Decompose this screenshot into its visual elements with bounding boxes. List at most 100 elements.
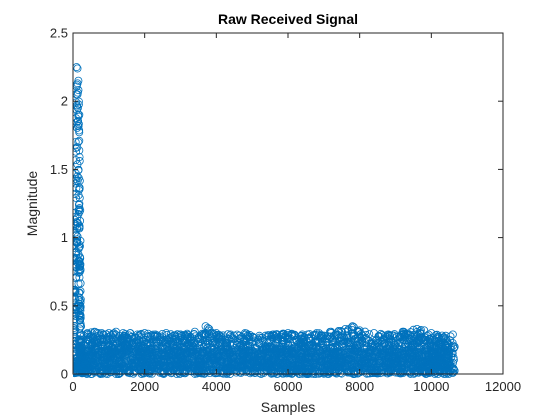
data-point [108,350,117,359]
data-point [240,329,249,338]
data-point [312,329,321,338]
data-point [255,331,264,340]
data-point [128,359,137,368]
data-point [350,363,359,372]
y-tick-label: 0 [61,367,68,382]
data-point [203,344,212,353]
data-point [226,330,235,339]
data-point [248,333,257,342]
data-point [171,353,180,362]
data-point [391,337,400,346]
data-point [177,348,186,357]
data-point [397,367,406,376]
data-point [255,354,264,363]
data-point [379,339,388,348]
data-point [142,357,151,366]
data-point [73,336,81,345]
data-point [450,342,459,351]
data-point [236,340,245,349]
data-point [149,330,158,339]
data-point [136,357,145,366]
data-point [94,329,103,338]
data-point [73,315,78,324]
data-point [183,349,192,358]
data-point [378,362,387,371]
data-point [274,367,283,376]
data-point [76,287,85,296]
data-point [213,343,222,352]
data-point [107,344,116,353]
data-point [75,176,84,185]
y-axis-label: Magnitude [24,171,40,237]
data-point [73,174,80,183]
data-layer [73,63,459,378]
data-point [321,368,330,377]
data-point [254,335,263,344]
data-point [214,341,223,350]
data-point [245,333,254,342]
data-point [338,340,347,349]
data-point [369,329,378,338]
data-point [73,310,78,319]
data-point [223,330,232,339]
data-point [121,350,130,359]
data-point [176,330,185,339]
data-point [279,336,288,345]
data-point [215,352,224,361]
data-point [76,298,85,307]
data-point [73,272,81,281]
data-point [190,327,199,336]
data-point [204,356,213,365]
data-point [432,356,441,365]
data-point [386,348,395,357]
data-point [374,357,383,366]
data-point [106,331,115,340]
data-point [75,193,84,202]
data-point [75,128,84,137]
data-point [73,143,82,152]
data-point [177,331,186,340]
data-point [215,338,224,347]
data-point [73,172,82,181]
data-point [134,331,143,340]
data-point [390,339,399,348]
data-point [276,343,285,352]
data-point [208,349,217,358]
x-axis-label: Samples [261,399,315,415]
data-point [344,337,353,346]
data-point [75,153,84,162]
data-point [130,367,139,376]
data-point [448,368,457,377]
y-tick-label: 0.5 [50,298,68,313]
data-point [366,348,375,357]
data-point [117,348,126,357]
data-point [74,76,83,85]
data-point [380,349,389,358]
data-point [115,358,124,367]
data-point [321,350,330,359]
data-point [347,325,356,334]
data-point [198,329,207,338]
data-point [134,343,143,352]
data-point [281,363,290,372]
data-point [93,350,102,359]
data-point [333,331,342,340]
data-point [77,341,86,350]
data-point [73,286,79,295]
data-point [92,360,101,369]
x-tick-label: 8000 [345,379,374,394]
data-point [252,355,261,364]
data-point [295,356,304,365]
data-point [197,331,206,340]
data-point [90,342,99,351]
x-tick-label: 12000 [485,379,521,394]
data-point [73,184,81,193]
data-point [394,345,403,354]
data-point [436,348,445,357]
data-point [443,339,452,348]
data-point [226,358,235,367]
data-point [444,343,453,352]
data-point [153,361,162,370]
data-point [371,336,380,345]
